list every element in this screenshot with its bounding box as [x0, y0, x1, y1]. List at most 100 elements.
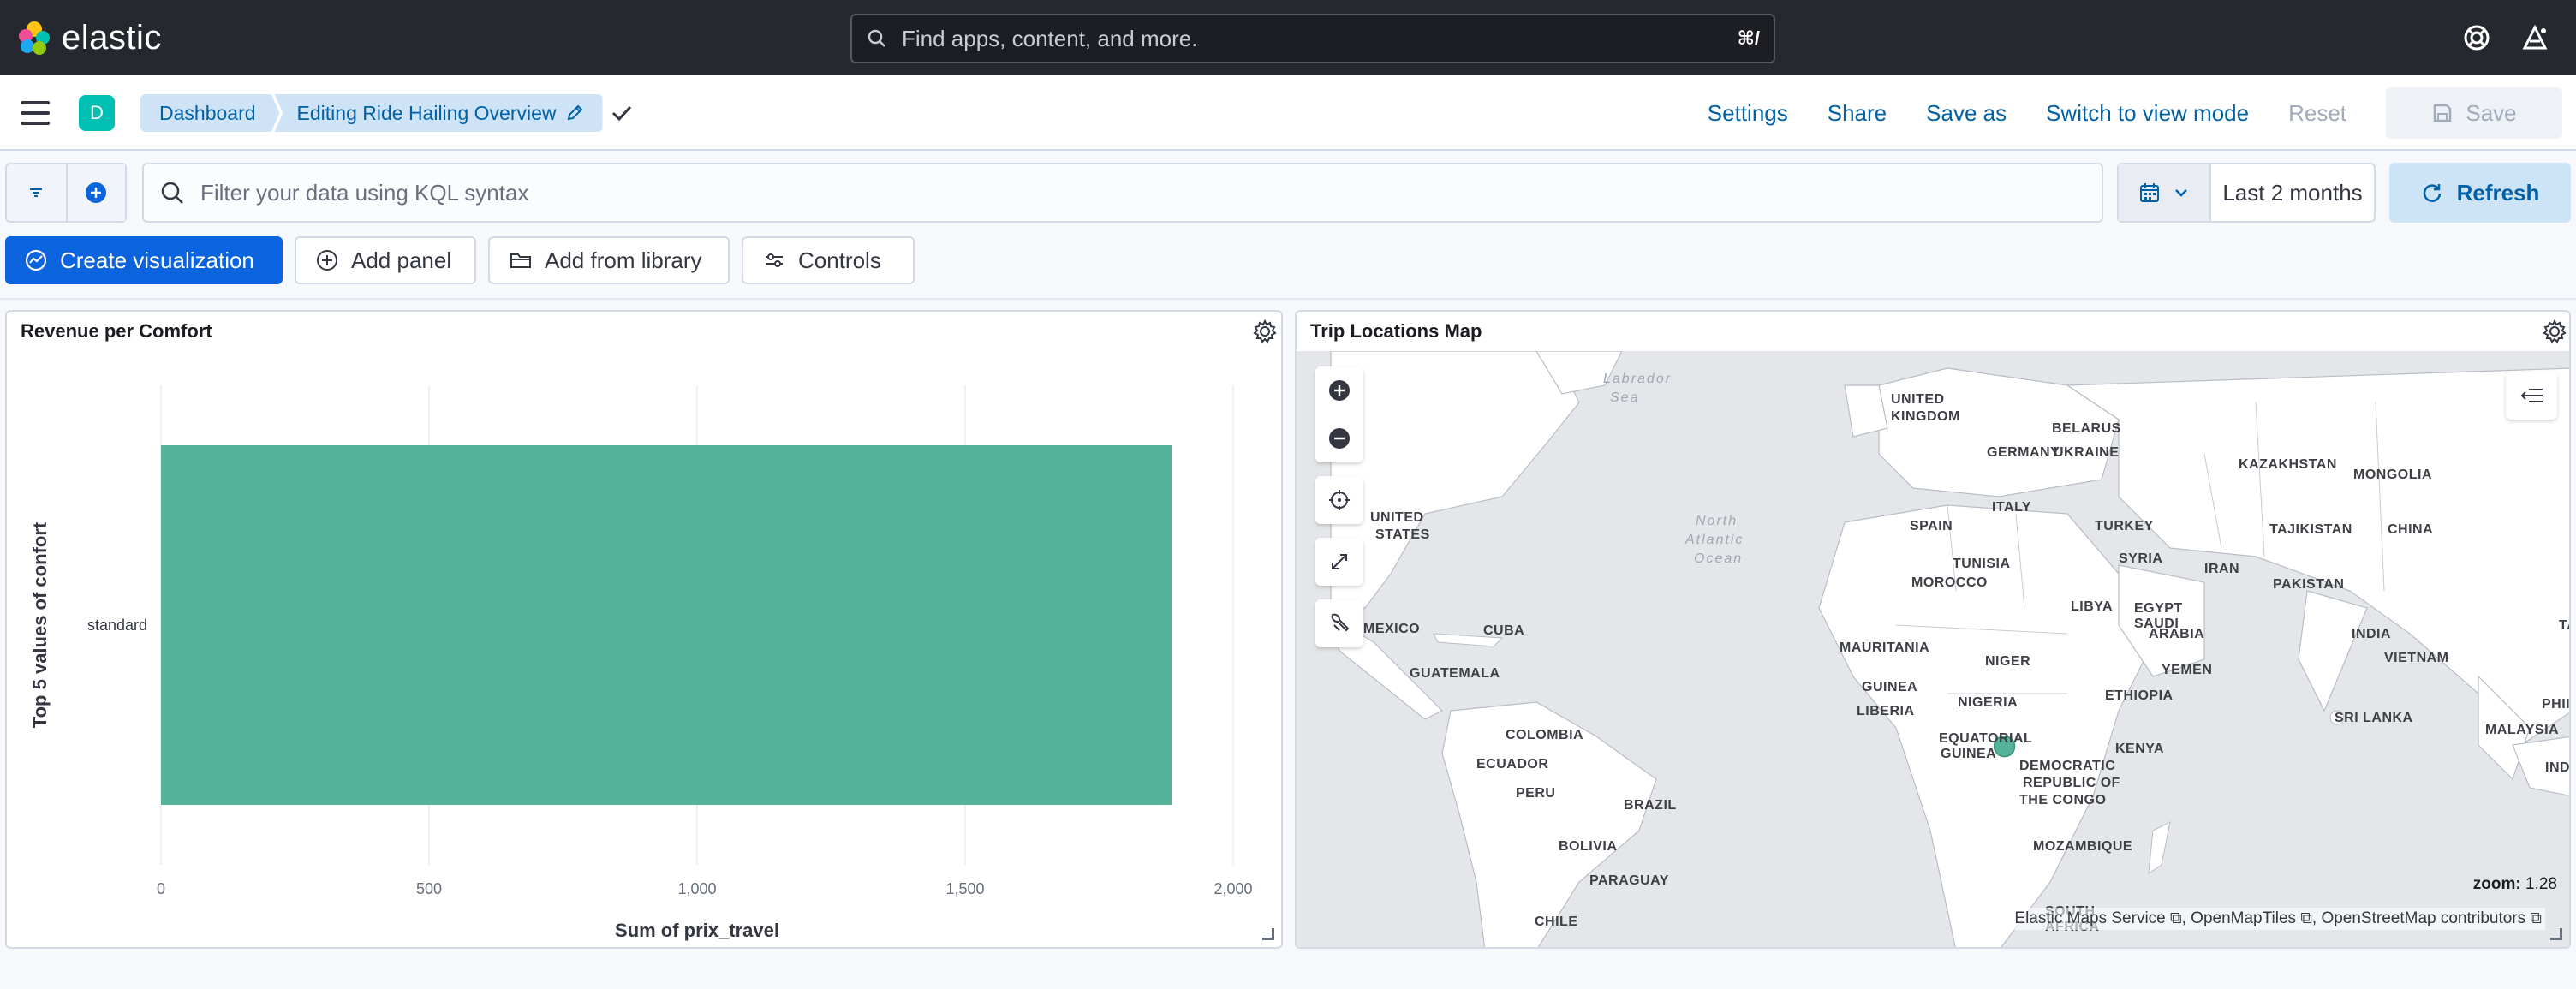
settings-button[interactable]: Settings — [1707, 99, 1788, 126]
map-canvas[interactable]: Labrador Sea North Atlantic Ocean UNITED KINGD… — [1297, 351, 2571, 947]
quick-select-button[interactable] — [2119, 164, 2211, 221]
country-label: BOLIVIA — [1559, 839, 1618, 854]
country-label: ECUADOR — [1476, 757, 1549, 772]
country-label: TUNISIA — [1953, 557, 2011, 571]
refresh-button[interactable]: Refresh — [2389, 163, 2571, 223]
zoom-label: zoom: — [2472, 875, 2521, 893]
save-button[interactable]: Save — [2386, 87, 2562, 139]
elastic-logo[interactable]: elastic — [15, 17, 162, 58]
country-label: LIBERIA — [1857, 704, 1915, 718]
space-avatar[interactable]: D — [79, 95, 115, 131]
map-tools-button[interactable] — [1315, 599, 1363, 647]
layer-control-toggle[interactable] — [2506, 372, 2557, 420]
kql-search-input[interactable]: Filter your data using KQL syntax — [142, 163, 2103, 223]
add-filter-button[interactable] — [65, 164, 125, 221]
refresh-label: Refresh — [2456, 179, 2540, 206]
time-range[interactable]: Last 2 months — [2222, 179, 2363, 206]
country-label: YEMEN — [2162, 663, 2213, 677]
add-panel-button[interactable]: Add panel — [295, 236, 476, 284]
revenue-per-comfort-panel: Revenue per Comfort 0 500 1,000 1,500 2,000 s… — [5, 310, 1283, 949]
save-as-button[interactable]: Save as — [1926, 99, 2007, 126]
help-icon[interactable] — [2461, 22, 2492, 53]
panel-options-gear-icon[interactable] — [1252, 319, 1278, 344]
country-label: GUINEA — [1941, 747, 1997, 761]
country-label: BRAZIL — [1624, 798, 1677, 813]
country-label: MOROCCO — [1911, 575, 1988, 590]
attribution-link[interactable]: OpenStreetMap contributors — [2321, 909, 2526, 927]
controls-button[interactable]: Controls — [742, 236, 915, 284]
country-label: STATES — [1375, 527, 1430, 542]
crosshair-icon — [1329, 490, 1350, 510]
country-label: THE CONGO — [2019, 793, 2107, 807]
country-label: SPAIN — [1910, 519, 1953, 533]
country-label: REPUBLIC OF — [2023, 776, 2120, 790]
kql-placeholder: Filter your data using KQL syntax — [200, 179, 529, 206]
trip-location-point[interactable] — [1993, 735, 2016, 758]
visualize-icon — [25, 249, 47, 271]
resize-handle[interactable] — [1262, 928, 1274, 940]
attribution-link[interactable]: OpenMapTiles — [2191, 909, 2297, 927]
zoom-out-icon — [1329, 428, 1350, 449]
global-header: elastic Find apps, content, and more. ⌘/ — [0, 0, 2576, 75]
create-visualization-button[interactable]: Create visualization — [5, 236, 283, 284]
filter-icon — [30, 188, 43, 197]
filter-options-button[interactable] — [7, 164, 66, 221]
x-tick-label: 0 — [157, 880, 165, 897]
add-from-library-button[interactable]: Add from library — [488, 236, 730, 284]
refresh-icon — [2423, 184, 2441, 202]
country-label: GUINEA — [1862, 680, 1918, 694]
chevron-down-icon — [2175, 189, 2187, 197]
switch-to-view-mode-button[interactable]: Switch to view mode — [2046, 99, 2250, 126]
country-label: MONGOLIA — [2353, 468, 2432, 482]
sea-label: Labrador — [1603, 372, 1673, 386]
search-shortcut: ⌘/ — [1737, 27, 1760, 49]
country-label: TAI — [2559, 618, 2569, 633]
toolbar-divider — [0, 298, 2576, 300]
breadcrumb-label: Dashboard — [159, 101, 256, 124]
news-feed-icon[interactable] — [2519, 22, 2550, 53]
country-label: COLOMBIA — [1506, 728, 1584, 742]
panel-options-gear-icon[interactable] — [2542, 319, 2567, 344]
zoom-in-icon — [1329, 380, 1350, 401]
share-button[interactable]: Share — [1827, 99, 1887, 126]
breadcrumb-current[interactable]: Editing Ride Hailing Overview — [274, 94, 603, 132]
country-label: MAURITANIA — [1840, 640, 1930, 655]
fullscreen-button[interactable] — [1315, 538, 1363, 586]
country-label: PHII — [2542, 697, 2571, 712]
resize-handle[interactable] — [2550, 928, 2562, 940]
zoom-in-button[interactable] — [1315, 366, 1363, 414]
search-placeholder: Find apps, content, and more. — [902, 25, 1198, 51]
menu-icon[interactable] — [21, 101, 50, 125]
country-label: KENYA — [2115, 742, 2165, 756]
breadcrumb: Dashboard Editing Ride Hailing Overview — [140, 94, 603, 132]
x-tick-label: 2,000 — [1213, 880, 1252, 897]
bar-chart: 0 500 1,000 1,500 2,000 standard Sum of prix_t… — [29, 385, 1253, 941]
sea-label: Sea — [1610, 390, 1640, 405]
add-panel-label: Add panel — [351, 247, 452, 273]
reset-button[interactable]: Reset — [2288, 99, 2346, 126]
expand-icon — [1332, 554, 1347, 569]
country-label: DEMOCRATIC — [2019, 759, 2116, 773]
bar — [161, 445, 1172, 805]
country-label: UNITED — [1891, 392, 1945, 407]
country-label: NIGERIA — [1958, 695, 2018, 710]
country-label: SAUDI — [2134, 617, 2179, 631]
search-icon — [161, 182, 183, 204]
set-view-button[interactable] — [1315, 476, 1363, 524]
calendar-icon — [2140, 183, 2159, 202]
breadcrumb-label: Editing Ride Hailing Overview — [296, 101, 557, 124]
add-from-library-label: Add from library — [545, 247, 702, 273]
breadcrumb-dashboard[interactable]: Dashboard — [140, 94, 280, 132]
attribution-link[interactable]: Elastic Maps Service — [2014, 909, 2166, 927]
save-label: Save — [2466, 99, 2517, 126]
check-icon[interactable] — [610, 101, 634, 125]
country-label: KINGDOM — [1891, 409, 1960, 424]
panel-title: Revenue per Comfort — [21, 320, 212, 342]
zoom-out-button[interactable] — [1315, 414, 1363, 462]
controls-icon — [766, 253, 783, 267]
sea-label: Atlantic — [1685, 533, 1744, 547]
global-search-input[interactable]: Find apps, content, and more. ⌘/ — [850, 14, 1775, 63]
country-label: UKRAINE — [2054, 445, 2120, 460]
country-label: MALAYSIA — [2485, 723, 2560, 737]
country-label: SRI LANKA — [2334, 711, 2413, 725]
